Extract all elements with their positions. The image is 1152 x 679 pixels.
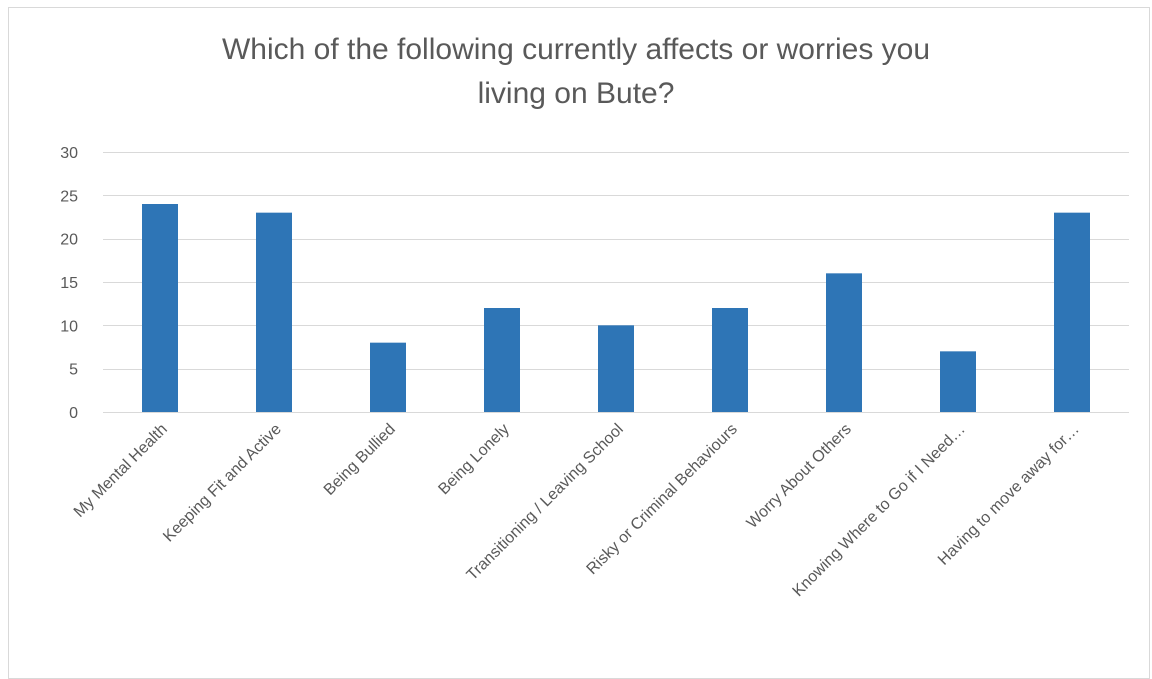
x-category-label: Being Bullied [321, 421, 399, 499]
bar [256, 212, 292, 412]
y-tick-label: 15 [60, 275, 78, 292]
y-tick-label: 5 [69, 362, 78, 379]
chart-frame [8, 7, 1150, 679]
y-tick-label: 30 [60, 145, 78, 162]
bar [142, 204, 178, 412]
chart-title: Which of the following currently affects… [221, 33, 931, 110]
x-category-label: My Mental Health [71, 421, 171, 521]
y-tick-label: 25 [60, 188, 78, 205]
y-tick-label: 10 [60, 318, 78, 335]
bar [1054, 212, 1090, 412]
x-category-label: Worry About Others [744, 421, 855, 532]
y-tick-label: 0 [69, 405, 78, 422]
y-axis-ticks: 0 5 10 15 20 25 30 [60, 145, 78, 422]
bar [484, 308, 520, 412]
bar [940, 351, 976, 412]
x-category-label: Keeping Fit and Active [160, 421, 285, 546]
bars [142, 204, 1090, 412]
bar [826, 273, 862, 412]
y-tick-label: 20 [60, 232, 78, 249]
x-category-label: Being Lonely [435, 421, 512, 498]
bar [598, 325, 634, 412]
bar [712, 308, 748, 412]
bar [370, 342, 406, 412]
